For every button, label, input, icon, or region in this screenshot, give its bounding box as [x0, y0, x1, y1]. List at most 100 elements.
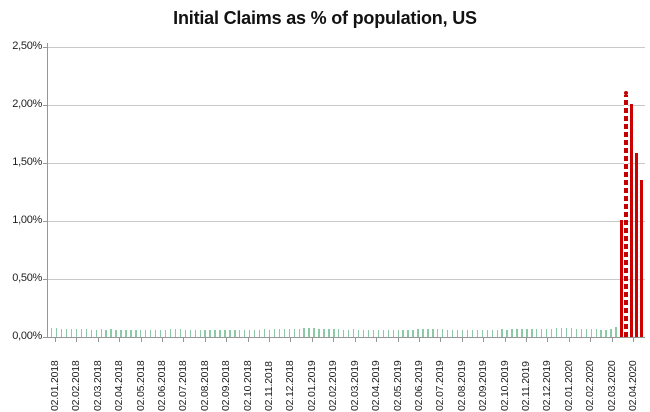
x-axis-label: 02.10.2019: [498, 360, 511, 411]
weekly-claims-bar: [169, 329, 172, 337]
x-axis-tick: [119, 338, 121, 342]
weekly-claims-bar: [471, 329, 474, 337]
gridline: [47, 221, 645, 222]
y-axis-label: 1,00%: [12, 214, 42, 226]
weekly-claims-bar: [263, 329, 266, 337]
y-axis-line: [47, 43, 48, 337]
weekly-claims-bar: [352, 329, 355, 337]
weekly-claims-bar: [328, 329, 330, 337]
weekly-claims-bar: [179, 328, 182, 337]
weekly-claims-bar: [90, 329, 92, 337]
x-axis-label: 02.12.2018: [284, 360, 297, 411]
weekly-claims-bar: [323, 328, 325, 337]
weekly-claims-bar: [95, 329, 97, 337]
weekly-claims-bar: [115, 329, 117, 337]
weekly-claims-bar: [585, 329, 587, 337]
weekly-claims-bar: [387, 329, 389, 337]
weekly-claims-bar: [382, 329, 385, 337]
weekly-claims-bar: [199, 329, 201, 337]
x-axis-tick: [376, 338, 378, 342]
weekly-claims-bar: [51, 328, 53, 337]
weekly-claims-bar: [392, 329, 394, 337]
weekly-claims-bar: [402, 329, 404, 337]
y-axis-label: 1,50%: [12, 156, 42, 168]
x-axis-label: 02.07.2018: [177, 360, 190, 411]
x-axis-label: 02.04.2019: [370, 360, 383, 411]
x-axis-label: 02.01.2019: [305, 360, 318, 411]
weekly-claims-bar: [318, 328, 320, 337]
weekly-claims-bar: [333, 329, 335, 337]
weekly-claims-bar: [565, 327, 568, 337]
gridline: [47, 279, 645, 280]
weekly-claims-bar: [422, 329, 424, 337]
weekly-claims-bar: [70, 329, 73, 337]
weekly-claims-bar: [536, 328, 538, 337]
x-axis-tick: [611, 338, 613, 342]
x-axis-label: 02.02.2019: [327, 360, 340, 411]
weekly-claims-bar: [348, 329, 350, 337]
weekly-claims-bar: [80, 329, 83, 337]
weekly-claims-bar: [560, 328, 563, 337]
weekly-claims-bar: [555, 328, 558, 337]
weekly-claims-bar: [491, 329, 493, 337]
weekly-claims-bar: [174, 329, 177, 337]
weekly-claims-bar: [590, 329, 592, 337]
x-axis-tick: [547, 338, 549, 342]
x-axis-tick: [55, 338, 56, 342]
weekly-claims-bar: [541, 328, 543, 337]
weekly-claims-bar: [531, 329, 533, 337]
gridline: [47, 163, 645, 164]
y-axis-label: 2,00%: [12, 98, 42, 110]
weekly-claims-bar: [456, 329, 459, 337]
weekly-claims-bar: [55, 328, 58, 337]
x-axis-tick: [483, 338, 485, 342]
weekly-claims-bar: [476, 329, 479, 337]
weekly-claims-bar: [244, 329, 246, 337]
weekly-claims-bar: [85, 329, 88, 337]
weekly-claims-bar: [461, 329, 464, 337]
weekly-claims-bar: [283, 328, 286, 337]
weekly-claims-bar: [135, 329, 137, 337]
x-axis-tick: [333, 338, 335, 342]
x-axis-tick: [525, 338, 527, 342]
weekly-claims-bar: [372, 329, 375, 337]
weekly-claims-bar: [75, 329, 78, 337]
x-axis-label: 02.06.2018: [156, 360, 169, 411]
weekly-claims-bar: [550, 328, 553, 337]
x-axis-tick: [504, 338, 506, 342]
x-axis-tick: [204, 338, 206, 342]
weekly-claims-bar: [130, 329, 132, 337]
x-axis-tick: [633, 338, 634, 342]
x-axis-tick: [418, 338, 420, 342]
weekly-claims-bar: [600, 329, 602, 337]
weekly-claims-bar: [273, 329, 276, 337]
weekly-claims-bar: [268, 329, 271, 337]
weekly-claims-bar: [501, 329, 503, 337]
weekly-claims-bar: [357, 329, 360, 337]
weekly-claims-bar: [615, 327, 617, 337]
x-axis-label: 02.08.2018: [198, 360, 211, 411]
y-axis-tick: [43, 163, 47, 164]
weekly-claims-bar: [184, 329, 187, 337]
x-axis-label: 02.03.2018: [91, 360, 104, 411]
covid-spike-bar: [640, 180, 643, 337]
x-axis-label: 02.06.2019: [412, 360, 425, 411]
x-axis-tick: [568, 338, 570, 342]
weekly-claims-bar: [570, 328, 573, 337]
x-axis-tick: [183, 338, 185, 342]
x-axis-label: 02.05.2018: [134, 360, 147, 411]
weekly-claims-bar: [145, 329, 147, 337]
weekly-claims-bar: [481, 329, 484, 337]
x-axis-label: 02.11.2019: [519, 361, 532, 411]
weekly-claims-bar: [605, 329, 607, 337]
weekly-claims-bar: [229, 329, 231, 337]
covid-spike-bar-dashed: [624, 90, 629, 337]
x-axis-label: 02.01.2018: [49, 360, 61, 411]
x-axis-label: 02.04.2018: [113, 360, 126, 411]
weekly-claims-bar: [159, 329, 162, 337]
weekly-claims-bar: [258, 329, 261, 337]
weekly-claims-bar: [204, 329, 206, 337]
weekly-claims-bar: [234, 329, 236, 337]
x-axis-label: 02.02.2018: [70, 360, 83, 411]
